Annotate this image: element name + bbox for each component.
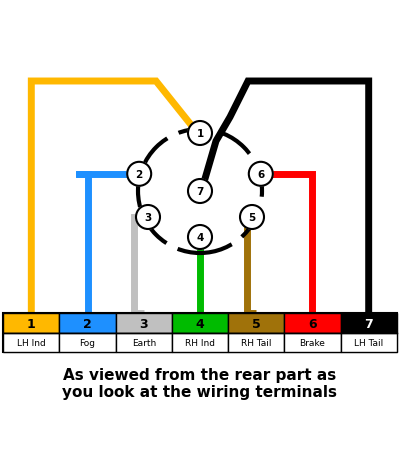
Text: LH Tail: LH Tail	[354, 338, 383, 347]
Text: 7: 7	[196, 187, 204, 196]
Text: 7: 7	[364, 317, 373, 330]
Bar	[3, 333, 60, 353]
Text: 6: 6	[257, 169, 264, 179]
Circle shape	[188, 225, 212, 249]
Circle shape	[188, 179, 212, 203]
Text: 3: 3	[140, 317, 148, 330]
Bar	[172, 333, 228, 353]
Bar	[172, 313, 228, 333]
Bar	[340, 313, 397, 333]
Text: 6: 6	[308, 317, 317, 330]
Bar	[60, 313, 116, 333]
Text: RH Ind: RH Ind	[185, 338, 215, 347]
Bar	[3, 313, 60, 333]
Bar	[340, 333, 397, 353]
Bar	[228, 313, 284, 333]
Text: 2: 2	[136, 169, 143, 179]
Circle shape	[249, 162, 273, 186]
Text: 2: 2	[83, 317, 92, 330]
Text: LH Ind: LH Ind	[17, 338, 46, 347]
Bar	[228, 333, 284, 353]
Bar	[116, 313, 172, 333]
Circle shape	[240, 206, 264, 230]
Bar	[284, 333, 340, 353]
Text: 5: 5	[248, 213, 256, 223]
Text: 3: 3	[144, 213, 152, 223]
Text: Earth: Earth	[132, 338, 156, 347]
Text: Fog: Fog	[80, 338, 96, 347]
Text: 5: 5	[252, 317, 261, 330]
Text: 1: 1	[27, 317, 36, 330]
Bar	[3, 313, 397, 353]
Bar	[60, 333, 116, 353]
Text: 1: 1	[196, 129, 204, 139]
Bar	[284, 313, 340, 333]
Text: 4: 4	[196, 233, 204, 242]
Circle shape	[136, 206, 160, 230]
Bar	[116, 333, 172, 353]
Text: RH Tail: RH Tail	[241, 338, 272, 347]
Circle shape	[188, 122, 212, 146]
Circle shape	[127, 162, 151, 186]
Text: 4: 4	[196, 317, 204, 330]
Text: Brake: Brake	[300, 338, 325, 347]
Text: As viewed from the rear part as
you look at the wiring terminals: As viewed from the rear part as you look…	[62, 367, 338, 399]
